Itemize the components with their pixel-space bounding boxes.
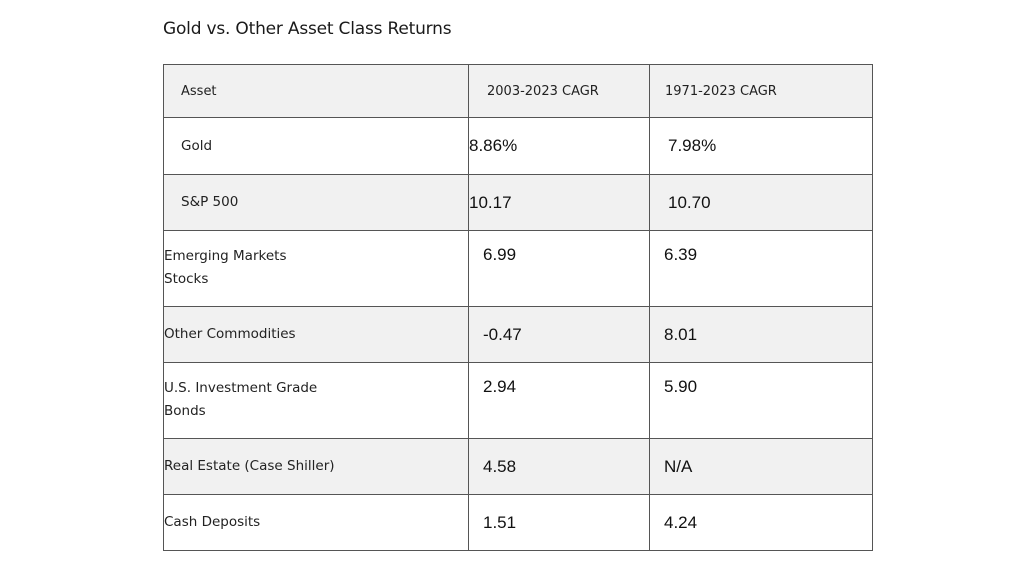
table-row: Cash Deposits 1.51 4.24 [163,494,873,551]
cagr-1971-2023-cell: 4.24 [649,494,873,551]
asset-name-cell: Other Commodities [163,306,469,363]
cagr-2003-2023-cell: -0.47 [468,306,650,363]
table-header-row: Asset 2003-2023 CAGR 1971-2023 CAGR [163,64,873,118]
column-header-asset: Asset [163,64,469,118]
asset-name-cell: S&P 500 [163,174,469,231]
asset-name-text: U.S. Investment Grade Bonds [164,380,318,419]
cagr-1971-2023-cell: 10.70 [649,174,873,231]
cagr-2003-2023-cell: 1.51 [468,494,650,551]
asset-name-cell: Gold [163,117,469,175]
asset-name-cell: Real Estate (Case Shiller) [163,438,469,495]
table-row: Gold 8.86% 7.98% [163,117,873,175]
table-row: S&P 500 10.17 10.70 [163,174,873,231]
cagr-2003-2023-cell: 6.99 [468,230,650,307]
cagr-2003-2023-cell: 4.58 [468,438,650,495]
asset-name-cell: U.S. Investment Grade Bonds [163,362,469,439]
table-row: Emerging Markets Stocks 6.99 6.39 [163,230,873,307]
cagr-2003-2023-cell: 2.94 [468,362,650,439]
table-row: Other Commodities -0.47 8.01 [163,306,873,363]
asset-returns-table: Asset 2003-2023 CAGR 1971-2023 CAGR Gold… [163,64,873,551]
cagr-1971-2023-cell: 5.90 [649,362,873,439]
column-header-cagr-1971-2023: 1971-2023 CAGR [649,64,873,118]
cagr-1971-2023-cell: N/A [649,438,873,495]
asset-name-text: Emerging Markets Stocks [164,248,287,287]
page-title: Gold vs. Other Asset Class Returns [163,19,452,39]
cagr-1971-2023-cell: 7.98% [649,117,873,175]
asset-name-cell: Cash Deposits [163,494,469,551]
cagr-1971-2023-cell: 6.39 [649,230,873,307]
table-row: U.S. Investment Grade Bonds 2.94 5.90 [163,362,873,439]
column-header-cagr-2003-2023: 2003-2023 CAGR [468,64,650,118]
cagr-2003-2023-cell: 10.17 [468,174,650,231]
cagr-1971-2023-cell: 8.01 [649,306,873,363]
table-row: Real Estate (Case Shiller) 4.58 N/A [163,438,873,495]
cagr-2003-2023-cell: 8.86% [468,117,650,175]
asset-name-cell: Emerging Markets Stocks [163,230,469,307]
